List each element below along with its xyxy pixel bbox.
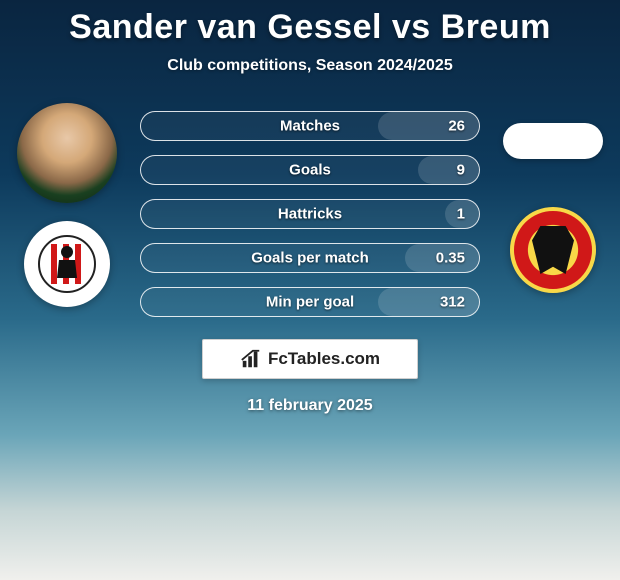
right-side	[498, 103, 608, 293]
stats-column: Matches 26 Goals 9 Hattricks 1 Goals per…	[140, 103, 480, 317]
player-right-placeholder	[503, 123, 603, 159]
club-right-badge	[510, 207, 596, 293]
fctables-logo-box: FcTables.com	[202, 339, 418, 379]
stat-row-goals-per-match: Goals per match 0.35	[140, 243, 480, 273]
stat-label: Hattricks	[278, 206, 342, 223]
stat-value-right: 0.35	[436, 250, 465, 267]
left-side	[12, 103, 122, 307]
sparta-logo-icon	[37, 234, 97, 294]
stat-value-right: 9	[457, 162, 465, 179]
stat-fill	[418, 156, 479, 184]
bar-chart-icon	[240, 348, 262, 370]
stat-label: Goals	[289, 162, 331, 179]
main-row: Matches 26 Goals 9 Hattricks 1 Goals per…	[0, 103, 620, 317]
club-left-badge	[24, 221, 110, 307]
infographic-content: Sander van Gessel vs Breum Club competit…	[0, 0, 620, 415]
stat-label: Min per goal	[266, 294, 354, 311]
stat-value-right: 1	[457, 206, 465, 223]
player-left-avatar	[17, 103, 117, 203]
stat-row-min-per-goal: Min per goal 312	[140, 287, 480, 317]
stat-value-right: 26	[448, 118, 465, 135]
stat-row-goals: Goals 9	[140, 155, 480, 185]
page-subtitle: Club competitions, Season 2024/2025	[0, 57, 620, 75]
date-text: 11 february 2025	[0, 397, 620, 415]
stat-label: Matches	[280, 118, 340, 135]
stat-row-hattricks: Hattricks 1	[140, 199, 480, 229]
stat-label: Goals per match	[251, 250, 369, 267]
stat-value-right: 312	[440, 294, 465, 311]
logo-text: FcTables.com	[268, 349, 380, 369]
page-title: Sander van Gessel vs Breum	[0, 8, 620, 47]
stat-row-matches: Matches 26	[140, 111, 480, 141]
